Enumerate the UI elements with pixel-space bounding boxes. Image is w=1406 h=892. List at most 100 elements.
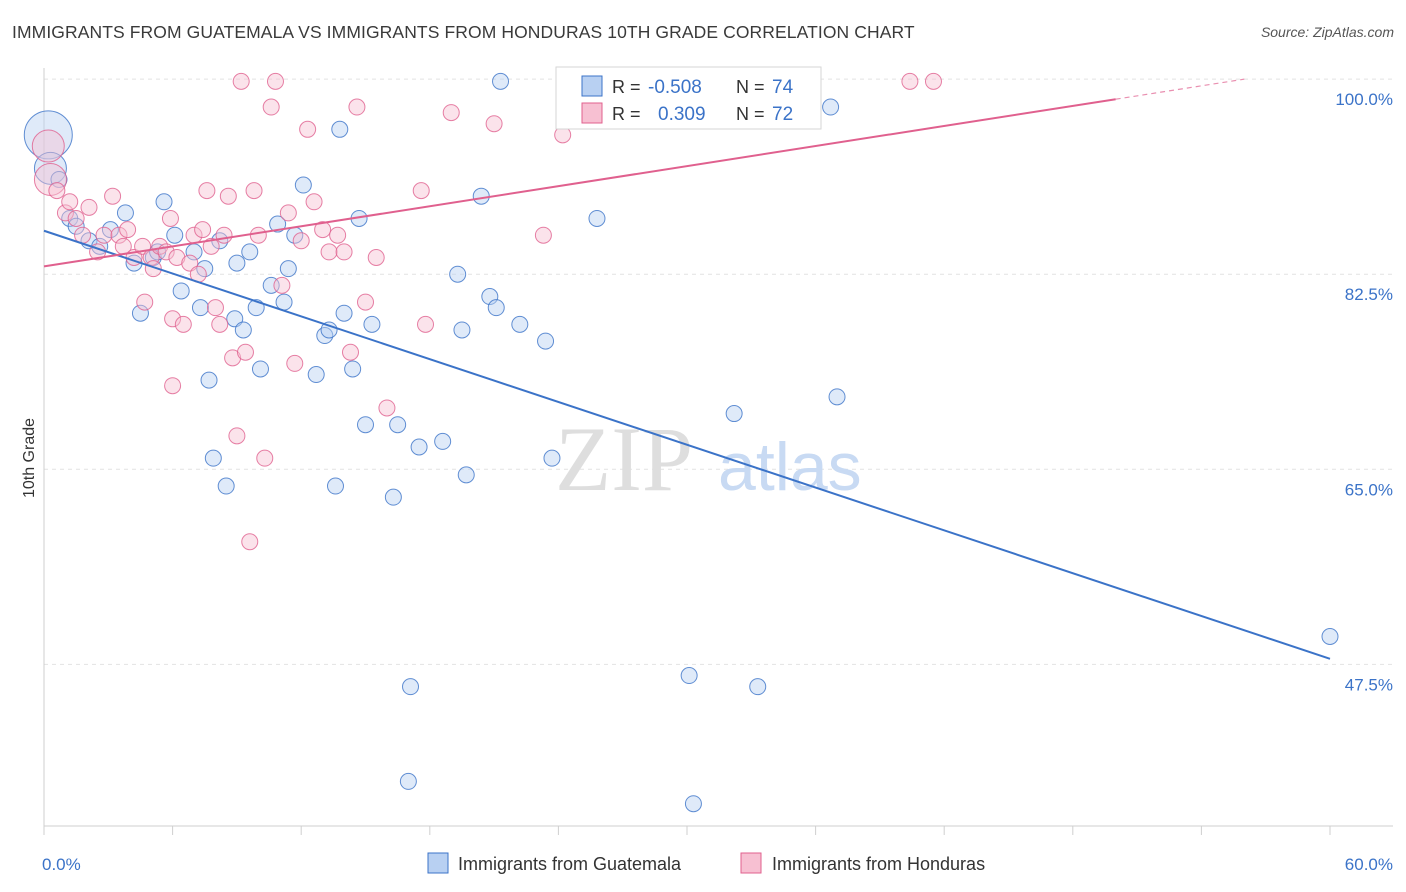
point-honduras — [31, 129, 65, 163]
point-honduras — [219, 187, 237, 205]
point-honduras — [56, 204, 74, 222]
point-honduras — [95, 226, 113, 244]
trendline-guatemala — [43, 229, 1331, 660]
point-honduras — [335, 243, 353, 261]
point-guatemala — [384, 488, 402, 506]
point-guatemala — [749, 678, 767, 696]
point-guatemala — [363, 315, 381, 333]
legend: Immigrants from Guatemala Immigrants fro… — [427, 852, 985, 874]
point-honduras — [292, 232, 310, 250]
point-guatemala — [402, 678, 420, 696]
point-guatemala — [196, 260, 214, 278]
point-guatemala — [453, 321, 471, 339]
point-honduras — [206, 299, 224, 317]
point-honduras — [67, 209, 85, 227]
stats-r-guatemala: -0.508 — [648, 77, 702, 98]
point-honduras — [236, 343, 254, 361]
stats-r-honduras: 0.309 — [658, 104, 706, 125]
point-honduras — [279, 204, 297, 222]
point-guatemala — [492, 72, 510, 90]
point-honduras — [48, 182, 66, 200]
point-guatemala — [487, 299, 505, 317]
stats-n-label-honduras: N = — [736, 104, 765, 124]
stats-n-honduras: 72 — [772, 104, 793, 125]
y-tick-label: 82.5% — [1345, 285, 1393, 304]
point-guatemala — [191, 299, 209, 317]
point-honduras — [136, 293, 154, 311]
chart-source: Source: ZipAtlas.com — [1260, 24, 1394, 40]
point-guatemala — [331, 120, 349, 138]
y-tick-label: 100.0% — [1335, 90, 1393, 109]
legend-swatch-honduras — [740, 852, 762, 874]
point-honduras — [144, 260, 162, 278]
point-honduras — [442, 104, 460, 122]
point-guatemala — [23, 110, 73, 160]
watermark: ZIP atlas — [555, 408, 862, 510]
point-guatemala — [204, 449, 222, 467]
stats-n-guatemala: 74 — [772, 77, 794, 98]
stats-box: R = -0.508 N = 74 R = 0.309 N = 72 — [555, 66, 822, 130]
point-honduras — [378, 399, 396, 417]
point-guatemala — [680, 667, 698, 685]
point-honduras — [901, 72, 919, 90]
point-honduras — [367, 249, 385, 266]
point-guatemala — [234, 321, 252, 339]
point-honduras — [164, 310, 182, 328]
point-guatemala — [172, 282, 190, 300]
y-tick-label: 47.5% — [1345, 675, 1393, 694]
watermark-zip: ZIP — [555, 408, 693, 510]
point-guatemala — [449, 265, 467, 283]
stats-r-label-honduras: R = — [612, 104, 641, 124]
x-tick-label: 0.0% — [42, 855, 81, 874]
legend-swatch-guatemala — [427, 852, 449, 874]
point-honduras — [286, 354, 304, 372]
point-honduras — [348, 98, 366, 116]
point-guatemala — [1321, 628, 1339, 645]
point-honduras — [215, 226, 233, 244]
point-guatemala — [543, 449, 561, 467]
legend-label-guatemala: Immigrants from Guatemala — [458, 854, 682, 874]
point-guatemala — [166, 226, 184, 244]
stats-swatch-honduras — [581, 102, 603, 124]
gridlines — [44, 78, 1393, 665]
chart-title: IMMIGRANTS FROM GUATEMALA VS IMMIGRANTS … — [12, 22, 915, 42]
point-honduras — [341, 343, 359, 361]
watermark-atlas: atlas — [718, 429, 862, 505]
point-guatemala — [434, 432, 452, 450]
point-guatemala — [511, 315, 529, 333]
point-guatemala — [684, 795, 702, 813]
point-guatemala — [294, 176, 312, 194]
y-axis-label: 10th Grade — [21, 418, 38, 498]
point-honduras — [110, 226, 128, 244]
point-honduras — [104, 187, 122, 205]
point-honduras — [61, 193, 79, 211]
point-guatemala — [307, 366, 325, 384]
points-honduras — [31, 72, 942, 551]
point-guatemala — [326, 477, 344, 495]
point-guatemala — [228, 254, 246, 272]
stats-n-label-guatemala: N = — [736, 77, 765, 97]
point-honduras — [417, 315, 435, 333]
point-honduras — [485, 115, 503, 133]
point-honduras — [198, 182, 216, 200]
point-guatemala — [251, 360, 269, 378]
point-guatemala — [33, 151, 67, 185]
point-honduras — [232, 72, 250, 90]
point-guatemala — [828, 388, 846, 406]
point-guatemala — [537, 332, 555, 350]
point-guatemala — [389, 416, 407, 434]
point-honduras — [245, 182, 263, 200]
point-guatemala — [588, 209, 606, 227]
point-guatemala — [269, 215, 287, 233]
point-guatemala — [410, 438, 428, 456]
point-guatemala — [344, 360, 362, 378]
point-guatemala — [399, 772, 417, 790]
point-honduras — [119, 221, 137, 239]
point-honduras — [924, 72, 942, 90]
point-honduras — [412, 182, 430, 200]
point-guatemala — [725, 405, 743, 423]
point-guatemala — [50, 170, 68, 188]
stats-swatch-guatemala — [581, 75, 603, 97]
point-guatemala — [279, 260, 297, 278]
point-honduras — [80, 198, 98, 216]
